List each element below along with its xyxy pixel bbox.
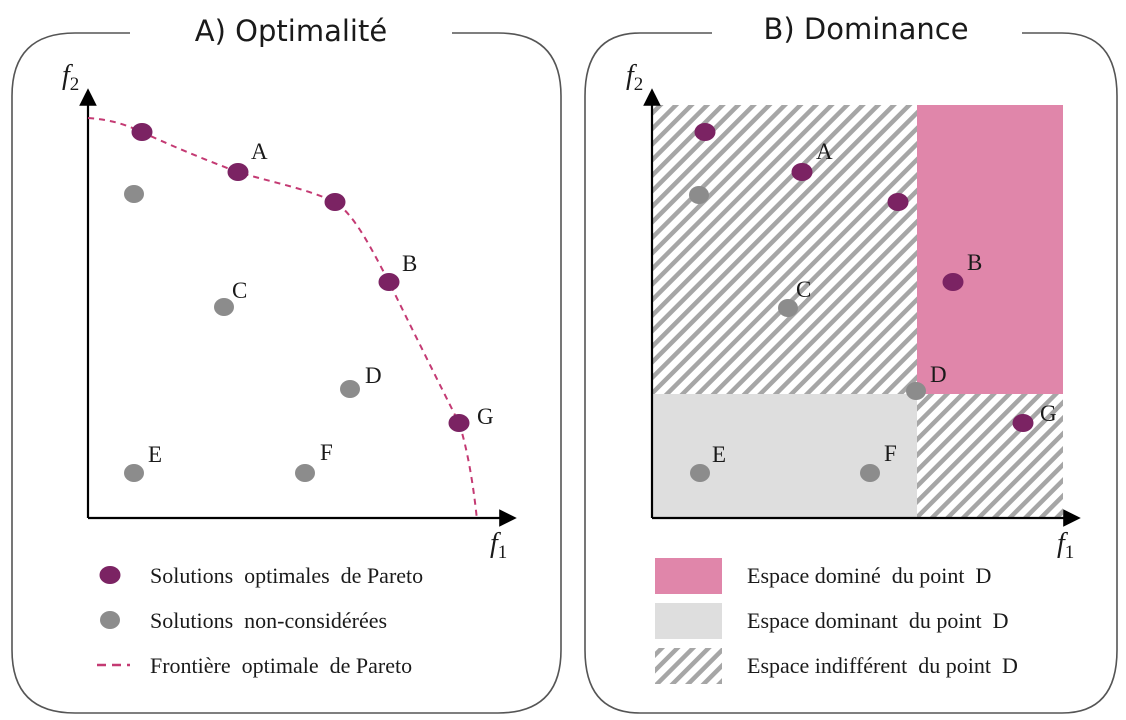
- panel-a-label-b: B: [402, 251, 417, 276]
- indifferent-region-bottom: [917, 394, 1063, 518]
- panel-a-legend: Solutions optimales de Pareto Solutions …: [97, 563, 423, 678]
- panel-b-point-g: [1012, 414, 1034, 432]
- panel-a-point-g: [448, 414, 470, 432]
- panel-a: A) Optimalité f1 f2 A B G C D: [11, 14, 562, 714]
- panel-a-point-e: [124, 464, 144, 482]
- panel-b-point-labels: A B G C D E F: [712, 139, 1057, 467]
- panel-b-label-d: D: [930, 362, 947, 387]
- panel-a-x-axis-label: f1: [490, 528, 507, 563]
- legend-indifferent-space: Espace indifférent du point D: [747, 653, 1018, 678]
- legend-dominated-space: Espace dominé du point D: [747, 563, 991, 588]
- legend-non-considered-solutions: Solutions non-considérées: [150, 608, 387, 633]
- panel-a-point-optimal: [131, 123, 153, 141]
- panel-a-point-considered: [124, 185, 144, 203]
- panel-b-label-e: E: [712, 442, 726, 467]
- panel-a-label-e: E: [148, 442, 162, 467]
- panel-b-frame: [584, 32, 1118, 714]
- panel-a-frame: [11, 32, 562, 714]
- panel-a-point-labels: A B G C D E F: [148, 139, 494, 467]
- panel-b-point-e: [690, 464, 710, 482]
- panel-b-x-axis-label: f1: [1057, 528, 1074, 563]
- panel-a-label-g: G: [477, 404, 494, 429]
- panel-a-point-a: [227, 163, 249, 181]
- panel-b-point-f: [860, 464, 880, 482]
- pareto-frontier-line: [87, 117, 478, 521]
- panel-b-legend: Espace dominé du point D Espace dominant…: [655, 558, 1018, 684]
- indifferent-region-top: [652, 105, 917, 394]
- dominant-region: [652, 394, 917, 518]
- panel-b-point-d: [906, 382, 926, 400]
- panel-a-title: A) Optimalité: [195, 14, 387, 48]
- panel-a-point-b: [378, 273, 400, 291]
- panel-b-label-a: A: [816, 139, 833, 164]
- panel-b-label-g: G: [1040, 401, 1057, 426]
- panel-b-point-optimal: [887, 193, 909, 211]
- panel-b: B) Dominance f1 f2 A B G: [584, 12, 1118, 714]
- panel-a-point-c: [214, 298, 234, 316]
- panel-b-points: [689, 123, 1034, 482]
- panel-a-points: [124, 123, 470, 482]
- panel-a-label-a: A: [251, 139, 268, 164]
- purple-dot-icon: [99, 566, 121, 584]
- panel-b-y-axis-label: f2: [626, 60, 643, 95]
- panel-a-label-d: D: [365, 363, 382, 388]
- panel-b-point-c: [778, 299, 798, 317]
- panel-b-point-optimal: [694, 123, 716, 141]
- panel-b-title: B) Dominance: [763, 12, 968, 46]
- legend-pareto-frontier: Frontière optimale de Pareto: [150, 653, 412, 678]
- dominated-region: [917, 105, 1063, 394]
- panel-b-point-considered: [689, 186, 709, 204]
- panel-a-point-optimal: [324, 193, 346, 211]
- panel-b-label-c: C: [796, 277, 811, 302]
- panel-b-point-b: [942, 273, 964, 291]
- panel-a-point-d: [340, 380, 360, 398]
- panel-a-label-f: F: [320, 440, 333, 465]
- panel-b-label-f: F: [884, 441, 897, 466]
- hatched-swatch-icon: [655, 648, 722, 684]
- panel-b-label-b: B: [967, 250, 982, 275]
- panel-b-point-a: [791, 163, 813, 181]
- panel-a-y-axis-label: f2: [62, 60, 79, 95]
- legend-optimal-solutions: Solutions optimales de Pareto: [150, 563, 423, 588]
- panel-a-point-f: [295, 464, 315, 482]
- gray-swatch-icon: [655, 603, 722, 639]
- legend-dominant-space: Espace dominant du point D: [747, 608, 1009, 633]
- panel-a-label-c: C: [232, 278, 247, 303]
- pink-swatch-icon: [655, 558, 722, 594]
- gray-dot-icon: [100, 611, 120, 629]
